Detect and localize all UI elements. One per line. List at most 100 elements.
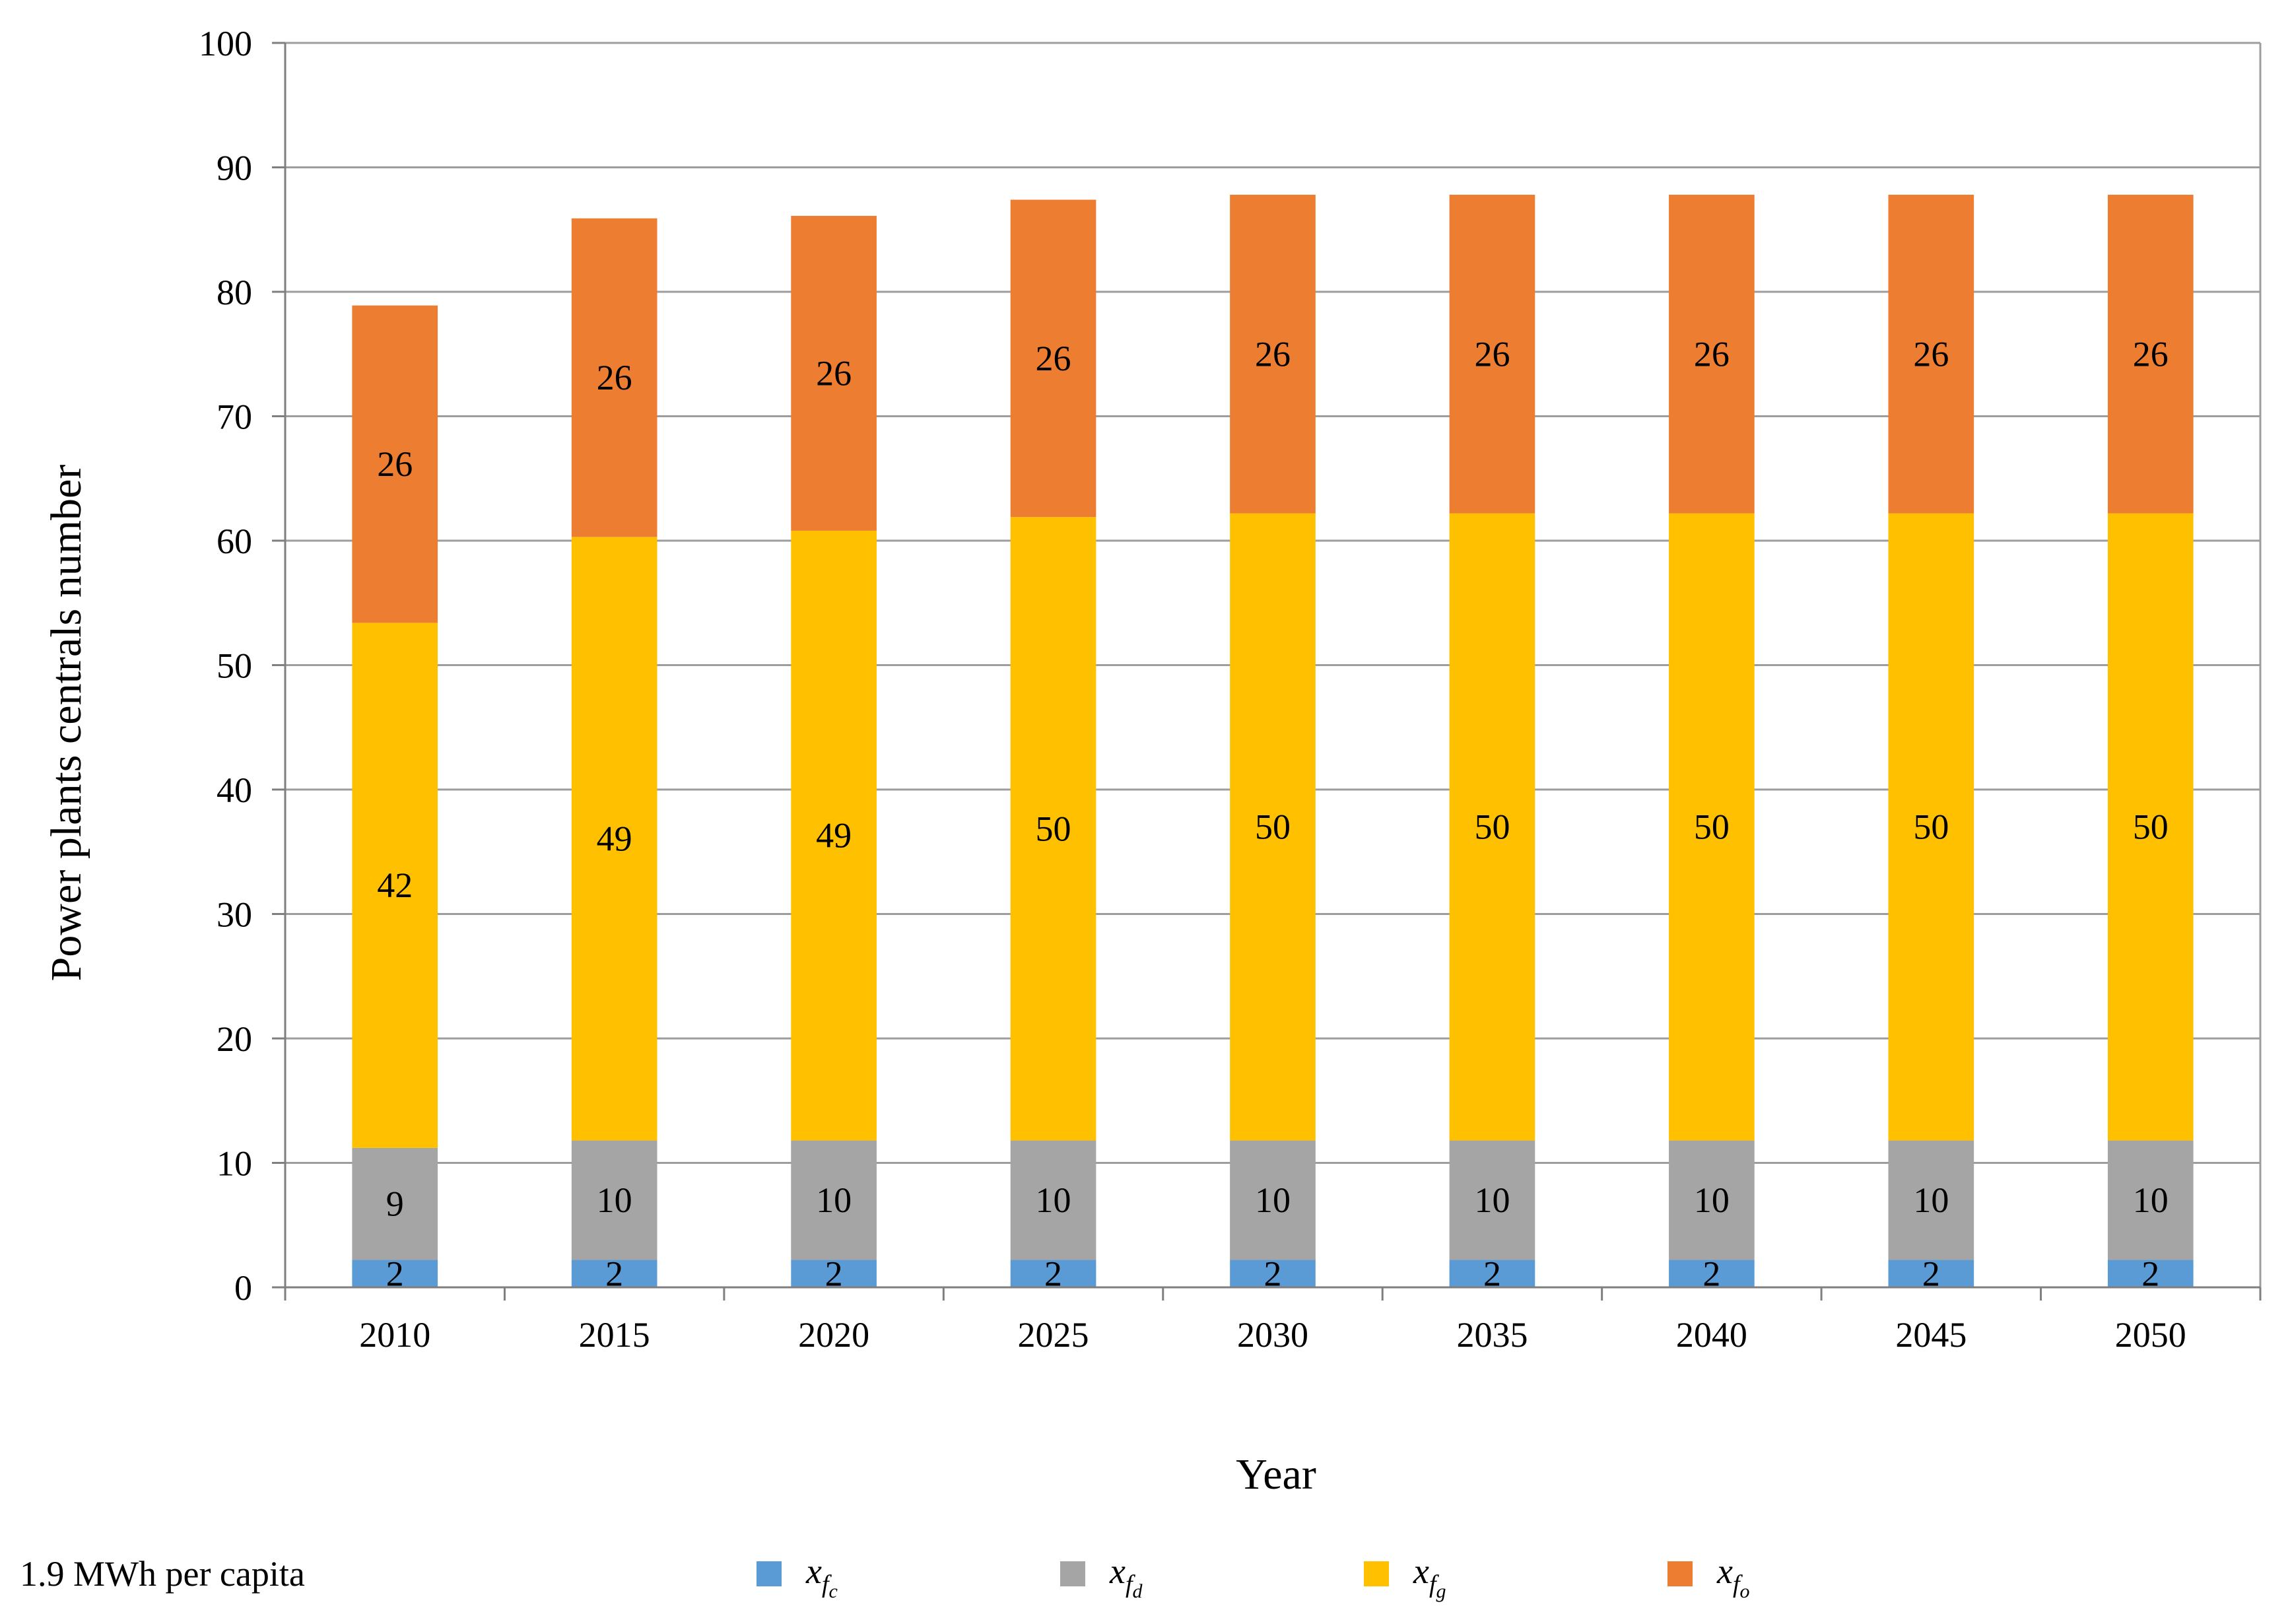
bar-x_fo-2035 — [1449, 194, 1535, 514]
y-tick-label-40: 40 — [217, 770, 252, 810]
legend-label-x_fd: xfd — [1109, 1551, 1143, 1602]
x-tick-label-2030: 2030 — [1237, 1315, 1308, 1355]
bar-x_fo-2015 — [571, 218, 657, 537]
y-tick-label-60: 60 — [217, 522, 252, 561]
data-label-x_fo-2035: 26 — [1474, 334, 1510, 374]
y-tick-label-30: 30 — [217, 895, 252, 935]
x-tick-label-2015: 2015 — [579, 1315, 650, 1355]
data-label-x_fg-2035: 50 — [1474, 807, 1510, 847]
y-tick-label-10: 10 — [217, 1144, 252, 1184]
legend-swatch-x_fo — [1667, 1561, 1693, 1586]
data-label-x_fo-2010: 26 — [377, 444, 413, 484]
y-tick-label-0: 0 — [234, 1268, 252, 1308]
data-label-x_fg-2010: 42 — [377, 865, 413, 905]
legend-label-x_fc: xfc — [805, 1551, 838, 1602]
bar-x_fo-2030 — [1230, 194, 1316, 514]
x-tick-label-2050: 2050 — [2115, 1315, 2186, 1355]
bar-x_fg-2045 — [1888, 513, 1974, 1141]
data-label-x_fg-2025: 50 — [1036, 809, 1071, 848]
bar-x_fc-2030 — [1230, 1260, 1316, 1287]
data-label-x_fg-2050: 50 — [2133, 807, 2169, 847]
data-label-x_fc-2010: 2 — [386, 1254, 404, 1293]
data-label-x_fo-2025: 26 — [1036, 339, 1071, 378]
data-label-x_fg-2015: 49 — [597, 819, 632, 858]
bar-x_fg-2040 — [1669, 513, 1755, 1141]
bar-x_fo-2025 — [1010, 199, 1096, 518]
legend-label-x_fg: xfg — [1413, 1551, 1446, 1602]
data-label-x_fd-2030: 10 — [1255, 1180, 1291, 1220]
x-tick-label-2010: 2010 — [359, 1315, 430, 1355]
bar-x_fg-2035 — [1449, 513, 1535, 1141]
bar-x_fc-2015 — [571, 1260, 657, 1287]
x-axis-title: Year — [1236, 1450, 1316, 1499]
bar-x_fg-2050 — [2107, 513, 2194, 1141]
bar-x_fc-2020 — [791, 1260, 877, 1287]
data-label-x_fo-2030: 26 — [1255, 334, 1291, 374]
y-tick-label-20: 20 — [217, 1019, 252, 1059]
bar-x_fd-2045 — [1888, 1140, 1974, 1260]
bar-x_fd-2015 — [571, 1140, 657, 1260]
data-label-x_fd-2035: 10 — [1474, 1180, 1510, 1220]
bar-x_fc-2045 — [1888, 1260, 1974, 1287]
bar-x_fo-2045 — [1888, 194, 1974, 514]
data-label-x_fc-2030: 2 — [1264, 1254, 1282, 1293]
segment-labels: 2 9 42 26 2 10 49 26 2 10 49 26 2 10 50 26 2 10 50 26 2 10 50 2… — [377, 334, 2169, 1293]
bar-x_fo-2020 — [791, 216, 877, 531]
y-axis-title: Power plants centrals number — [42, 465, 90, 982]
legend-swatch-x_fg — [1364, 1561, 1389, 1586]
bar-x_fg-2015 — [571, 537, 657, 1141]
bar-x_fd-2040 — [1669, 1140, 1755, 1260]
data-label-x_fg-2045: 50 — [1913, 807, 1949, 847]
bars — [352, 194, 2194, 1287]
bar-x_fd-2025 — [1010, 1140, 1096, 1260]
y-tick-label-70: 70 — [217, 397, 252, 437]
data-label-x_fd-2045: 10 — [1913, 1180, 1949, 1220]
y-tick-label-100: 100 — [199, 24, 252, 63]
y-tick-label-50: 50 — [217, 646, 252, 686]
bar-x_fc-2025 — [1010, 1260, 1096, 1287]
bar-x_fg-2010 — [352, 623, 438, 1148]
bar-x_fc-2035 — [1449, 1260, 1535, 1287]
bar-x_fc-2010 — [352, 1260, 438, 1287]
data-label-x_fd-2010: 9 — [386, 1184, 404, 1224]
data-label-x_fo-2020: 26 — [816, 353, 852, 393]
y-tick-label-90: 90 — [217, 149, 252, 188]
bar-x_fg-2025 — [1010, 517, 1096, 1141]
data-label-x_fc-2020: 2 — [825, 1254, 843, 1293]
bar-x_fc-2040 — [1669, 1260, 1755, 1287]
bar-x_fd-2020 — [791, 1140, 877, 1260]
data-label-x_fc-2040: 2 — [1702, 1254, 1720, 1293]
data-label-x_fc-2025: 2 — [1044, 1254, 1062, 1293]
bar-x_fg-2020 — [791, 530, 877, 1141]
bar-x_fo-2010 — [352, 305, 438, 623]
x-tick-labels: 2010 2015 2020 2025 2030 2035 2040 2045 2050 — [359, 1315, 2186, 1355]
bar-x_fo-2040 — [1669, 194, 1755, 514]
data-label-x_fd-2015: 10 — [597, 1180, 632, 1220]
legend-swatch-x_fc — [757, 1561, 782, 1586]
data-label-x_fc-2035: 2 — [1483, 1254, 1501, 1293]
x-tick-label-2020: 2020 — [798, 1315, 869, 1355]
bar-x_fd-2050 — [2107, 1140, 2194, 1260]
data-label-x_fc-2050: 2 — [2141, 1254, 2159, 1293]
bar-x_fd-2010 — [352, 1147, 438, 1260]
bar-x_fo-2050 — [2107, 194, 2194, 514]
data-label-x_fg-2040: 50 — [1694, 807, 1730, 847]
x-tick-label-2045: 2045 — [1895, 1315, 1967, 1355]
axes — [272, 42, 2262, 1301]
data-label-x_fd-2020: 10 — [816, 1180, 852, 1220]
legend-swatch-x_fd — [1060, 1561, 1085, 1586]
data-label-x_fc-2045: 2 — [1922, 1254, 1940, 1293]
data-label-x_fc-2015: 2 — [605, 1254, 623, 1293]
bar-x_fd-2030 — [1230, 1140, 1316, 1260]
y-tick-labels: 0 10 20 30 40 50 60 70 80 90 100 — [199, 24, 252, 1308]
data-label-x_fo-2045: 26 — [1913, 334, 1949, 374]
data-label-x_fo-2015: 26 — [597, 358, 632, 397]
bar-x_fg-2030 — [1230, 513, 1316, 1141]
data-label-x_fg-2030: 50 — [1255, 807, 1291, 847]
data-label-x_fd-2040: 10 — [1694, 1180, 1730, 1220]
bar-x_fc-2050 — [2107, 1260, 2194, 1287]
x-tick-label-2040: 2040 — [1676, 1315, 1747, 1355]
footnote: 1.9 MWh per capita — [20, 1554, 305, 1594]
